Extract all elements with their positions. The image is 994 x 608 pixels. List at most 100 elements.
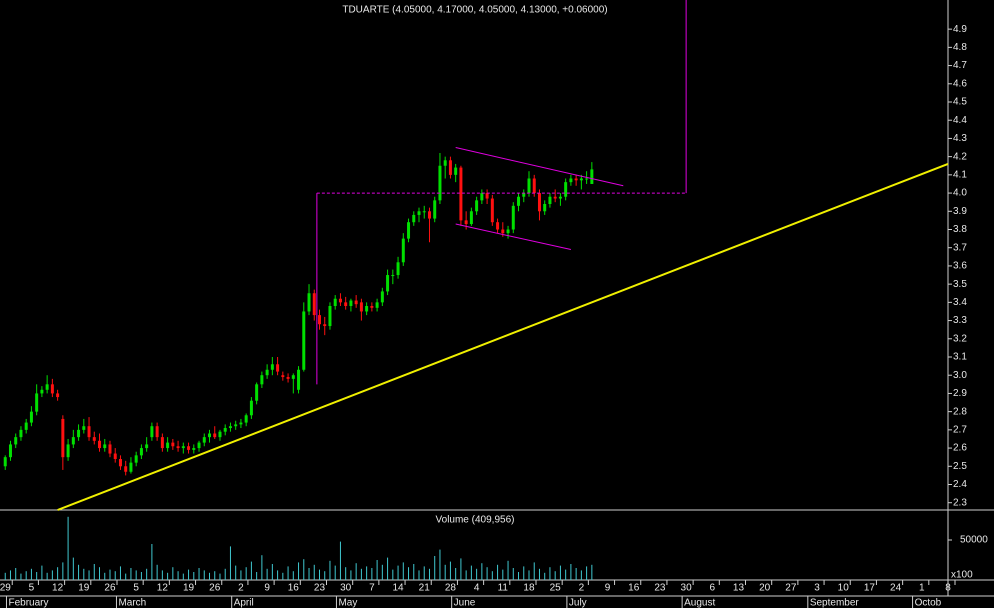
candle-body xyxy=(412,214,416,223)
candle-body xyxy=(532,178,536,194)
candle-body xyxy=(543,204,547,212)
candle-body xyxy=(422,211,426,213)
candle-body xyxy=(155,426,159,438)
month-label: July xyxy=(569,598,587,608)
candle-body xyxy=(569,178,573,183)
candle-body xyxy=(375,302,379,308)
candle-body xyxy=(496,222,500,230)
candle-body xyxy=(265,369,269,376)
candle-body xyxy=(8,444,12,458)
x-tick-label: 5 xyxy=(133,583,139,594)
candle-body xyxy=(77,429,81,438)
candle-body xyxy=(14,437,18,445)
x-tick-label: 23 xyxy=(314,583,326,594)
x-tick-label: 16 xyxy=(628,583,640,594)
candle-body xyxy=(286,377,290,379)
y-tick-label: 4.4 xyxy=(953,115,967,126)
candle-body xyxy=(218,431,222,438)
candle-body xyxy=(553,196,557,199)
y-tick-label: 3.8 xyxy=(953,224,967,235)
x-tick-label: 6 xyxy=(710,583,716,594)
candle-body xyxy=(307,293,311,312)
x-tick-label: 21 xyxy=(419,583,431,594)
candle-body xyxy=(35,393,39,412)
y-tick-label: 3.4 xyxy=(953,297,967,308)
candle-body xyxy=(171,442,175,447)
candle-body xyxy=(50,384,54,394)
y-tick-label: 2.6 xyxy=(953,443,967,454)
candle-body xyxy=(45,384,49,390)
candle-body xyxy=(234,424,238,427)
x-tick-label: 30 xyxy=(340,583,352,594)
x-tick-label: 25 xyxy=(550,583,562,594)
candle-body xyxy=(427,211,431,219)
candle-body xyxy=(579,178,583,181)
trend-line xyxy=(57,162,949,511)
candle-body xyxy=(92,437,96,441)
candle-body xyxy=(249,400,253,416)
candle-body xyxy=(239,422,243,425)
y-tick-label: 4.3 xyxy=(953,133,967,144)
candle-body xyxy=(145,444,149,449)
x-tick-label: 12 xyxy=(157,583,169,594)
x-tick-label: 3 xyxy=(814,583,820,594)
candle-body xyxy=(197,442,201,449)
candle-body xyxy=(176,446,180,449)
candle-body xyxy=(87,426,91,438)
candle-body xyxy=(181,446,185,449)
candle-body xyxy=(40,389,44,394)
candle-body xyxy=(19,429,23,438)
candle-body xyxy=(255,384,259,401)
candle-body xyxy=(323,324,327,327)
candle-body xyxy=(202,437,206,443)
candle-body xyxy=(297,369,301,390)
y-tick-label: 4.8 xyxy=(953,42,967,53)
candle-body xyxy=(108,444,112,454)
month-label: Octob xyxy=(915,598,942,608)
candle-body xyxy=(511,205,515,230)
candle-body xyxy=(260,375,264,385)
candle-body xyxy=(291,375,295,379)
candle-body xyxy=(213,433,217,438)
candle-body xyxy=(380,291,384,303)
candle-body xyxy=(150,426,154,438)
x-tick-label: 4 xyxy=(474,583,480,594)
candle-body xyxy=(244,415,248,423)
candle-body xyxy=(228,426,232,429)
candle-body xyxy=(281,375,285,378)
volume-tick-label: 50000 xyxy=(960,535,988,546)
candle-body xyxy=(71,437,75,445)
x-tick-label: 24 xyxy=(890,583,902,594)
month-label: May xyxy=(338,598,357,608)
candle-body xyxy=(359,302,363,312)
candle-body xyxy=(24,422,28,430)
x-tick-label: 30 xyxy=(681,583,693,594)
candle-body xyxy=(365,306,369,312)
x-tick-label: 19 xyxy=(183,583,195,594)
candle-body xyxy=(443,160,447,166)
candle-body xyxy=(475,200,479,212)
month-label: August xyxy=(684,598,715,608)
x-tick-label: 2 xyxy=(238,583,244,594)
candle-body xyxy=(548,196,552,204)
candle-body xyxy=(370,306,374,308)
candle-body xyxy=(270,364,274,370)
trend-line xyxy=(455,147,624,187)
candle-body xyxy=(354,300,358,305)
x-tick-label: 18 xyxy=(523,583,535,594)
candle-body xyxy=(527,178,531,194)
x-tick-label: 1 xyxy=(919,583,925,594)
candle-body xyxy=(98,440,102,449)
y-tick-label: 3.1 xyxy=(953,352,967,363)
candle-body xyxy=(459,167,463,221)
candle-body xyxy=(113,453,117,459)
candle-body xyxy=(506,229,510,234)
month-label: September xyxy=(810,598,860,608)
month-label: March xyxy=(118,598,146,608)
x-tick-label: 29 xyxy=(0,583,11,594)
x-tick-label: 14 xyxy=(392,583,404,594)
candle-body xyxy=(103,444,107,449)
y-tick-label: 3.2 xyxy=(953,333,967,344)
candle-body xyxy=(391,275,395,277)
candle-body xyxy=(522,193,526,197)
